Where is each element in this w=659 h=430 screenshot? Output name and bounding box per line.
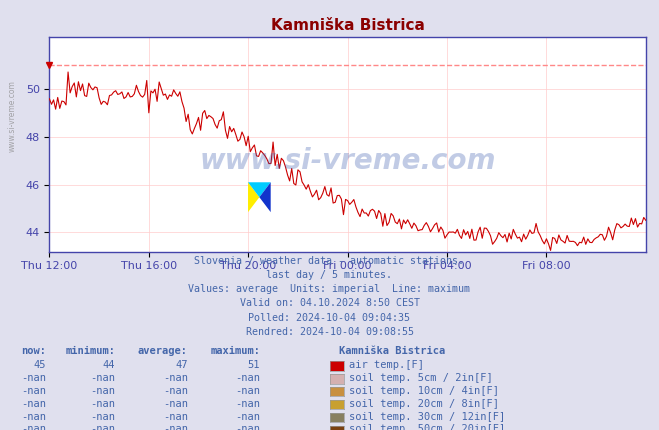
Text: -nan: -nan — [163, 424, 188, 430]
Text: -nan: -nan — [21, 386, 46, 396]
Text: -nan: -nan — [90, 412, 115, 421]
Text: now:: now: — [21, 346, 46, 356]
Text: Values: average  Units: imperial  Line: maximum: Values: average Units: imperial Line: ma… — [188, 284, 471, 294]
Text: -nan: -nan — [90, 399, 115, 408]
Text: average:: average: — [138, 346, 188, 356]
Polygon shape — [248, 182, 260, 212]
Text: soil temp. 20cm / 8in[F]: soil temp. 20cm / 8in[F] — [349, 399, 500, 408]
Polygon shape — [260, 182, 271, 212]
Text: Rendred: 2024-10-04 09:08:55: Rendred: 2024-10-04 09:08:55 — [246, 327, 413, 337]
Text: -nan: -nan — [235, 386, 260, 396]
Text: Polled: 2024-10-04 09:04:35: Polled: 2024-10-04 09:04:35 — [248, 313, 411, 322]
Text: -nan: -nan — [90, 386, 115, 396]
Text: -nan: -nan — [163, 373, 188, 383]
Text: -nan: -nan — [90, 424, 115, 430]
Text: 51: 51 — [248, 360, 260, 370]
Text: www.si-vreme.com: www.si-vreme.com — [8, 80, 17, 152]
Text: soil temp. 50cm / 20in[F]: soil temp. 50cm / 20in[F] — [349, 424, 505, 430]
Text: minimum:: minimum: — [65, 346, 115, 356]
Title: Kamniška Bistrica: Kamniška Bistrica — [271, 18, 424, 33]
Text: Slovenia / weather data - automatic stations.: Slovenia / weather data - automatic stat… — [194, 256, 465, 266]
Text: 44: 44 — [103, 360, 115, 370]
Text: soil temp. 5cm / 2in[F]: soil temp. 5cm / 2in[F] — [349, 373, 493, 383]
Text: www.si-vreme.com: www.si-vreme.com — [200, 147, 496, 175]
Text: last day / 5 minutes.: last day / 5 minutes. — [266, 270, 393, 280]
Text: -nan: -nan — [90, 373, 115, 383]
Text: -nan: -nan — [163, 412, 188, 421]
Text: air temp.[F]: air temp.[F] — [349, 360, 424, 370]
Text: -nan: -nan — [235, 424, 260, 430]
Text: soil temp. 10cm / 4in[F]: soil temp. 10cm / 4in[F] — [349, 386, 500, 396]
Text: -nan: -nan — [163, 399, 188, 408]
Text: -nan: -nan — [21, 412, 46, 421]
Text: -nan: -nan — [235, 399, 260, 408]
Text: -nan: -nan — [21, 373, 46, 383]
Text: -nan: -nan — [21, 399, 46, 408]
Text: -nan: -nan — [163, 386, 188, 396]
Text: -nan: -nan — [235, 373, 260, 383]
Polygon shape — [248, 182, 271, 197]
Text: 47: 47 — [175, 360, 188, 370]
Text: Kamniška Bistrica: Kamniška Bistrica — [339, 346, 445, 356]
Text: -nan: -nan — [21, 424, 46, 430]
Text: -nan: -nan — [235, 412, 260, 421]
Text: Valid on: 04.10.2024 8:50 CEST: Valid on: 04.10.2024 8:50 CEST — [239, 298, 420, 308]
Text: 45: 45 — [34, 360, 46, 370]
Text: soil temp. 30cm / 12in[F]: soil temp. 30cm / 12in[F] — [349, 412, 505, 421]
Text: maximum:: maximum: — [210, 346, 260, 356]
